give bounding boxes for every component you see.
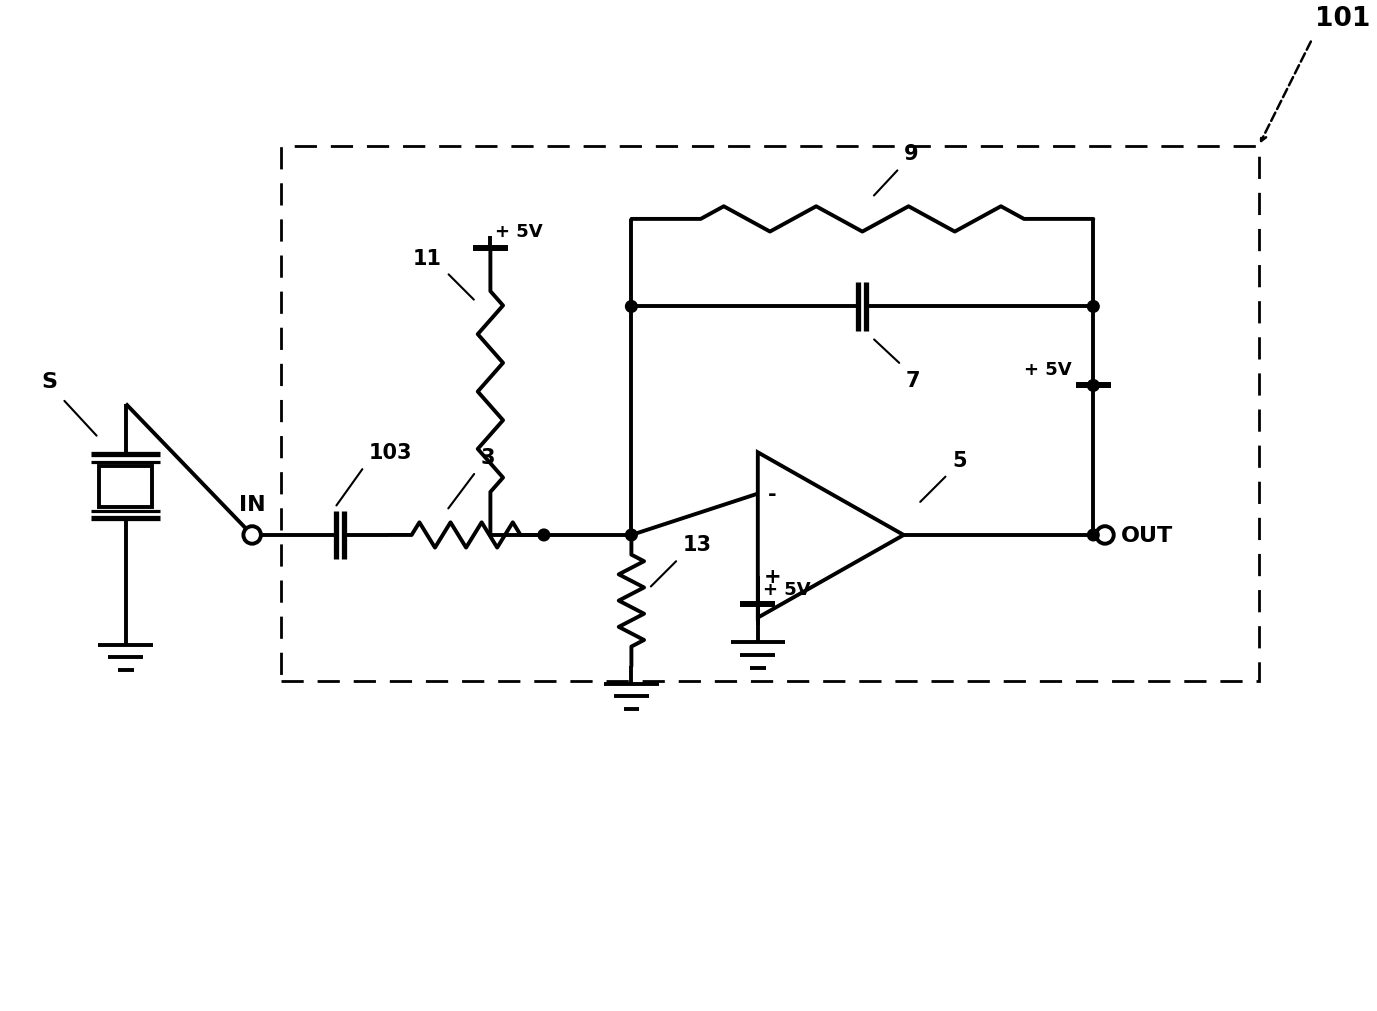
Text: 101: 101 bbox=[1315, 6, 1370, 32]
Bar bbox=[99, 466, 153, 508]
Text: -: - bbox=[768, 484, 777, 504]
Circle shape bbox=[244, 527, 260, 544]
Text: 7: 7 bbox=[906, 370, 921, 390]
Text: 13: 13 bbox=[683, 535, 712, 555]
Circle shape bbox=[625, 301, 638, 313]
Circle shape bbox=[625, 530, 638, 541]
Text: + 5V: + 5V bbox=[496, 223, 543, 241]
Circle shape bbox=[1088, 380, 1099, 392]
Bar bbox=[281, 147, 1259, 681]
Text: + 5V: + 5V bbox=[763, 580, 810, 599]
Text: 9: 9 bbox=[905, 145, 918, 165]
Text: 5: 5 bbox=[953, 450, 967, 470]
Circle shape bbox=[1096, 527, 1114, 544]
Text: S: S bbox=[41, 372, 58, 391]
Text: IN: IN bbox=[238, 494, 266, 514]
Text: 103: 103 bbox=[369, 443, 412, 463]
Text: 11: 11 bbox=[413, 249, 442, 268]
Text: +: + bbox=[764, 567, 781, 586]
Text: OUT: OUT bbox=[1121, 526, 1173, 545]
Circle shape bbox=[1088, 530, 1099, 541]
Text: + 5V: + 5V bbox=[1024, 360, 1071, 378]
Circle shape bbox=[1088, 301, 1099, 313]
Text: 3: 3 bbox=[481, 448, 496, 467]
Circle shape bbox=[538, 530, 549, 541]
